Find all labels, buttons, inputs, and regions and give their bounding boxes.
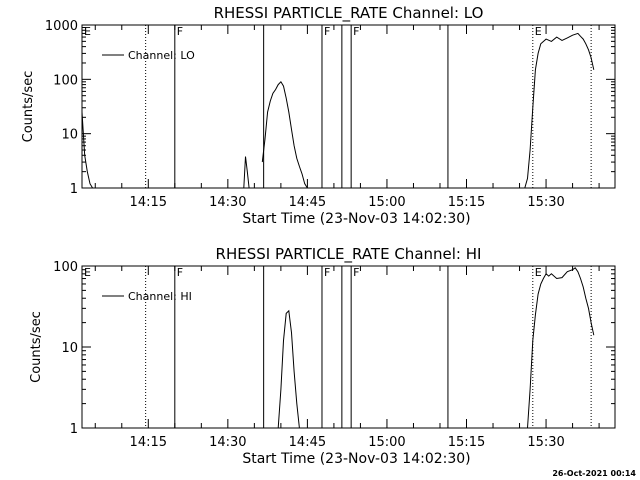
x-tick-label: 14:30 <box>209 195 246 210</box>
x-tick-label: 15:15 <box>448 195 485 210</box>
legend-entry: Channel: HI <box>128 290 192 303</box>
x-tick-label: 14:15 <box>130 435 167 450</box>
flag-label: F <box>353 266 359 279</box>
flag-label: E <box>535 25 542 38</box>
flag-label: F <box>177 266 183 279</box>
series-line <box>261 80 308 189</box>
series-line <box>524 32 595 189</box>
series-line <box>277 309 300 429</box>
x-tick-label: 14:15 <box>130 195 167 210</box>
flag-label: F <box>353 25 359 38</box>
flag-label: E <box>84 25 91 38</box>
x-tick-label: 15:30 <box>527 435 564 450</box>
flag-label: F <box>177 25 183 38</box>
flag-label: F <box>324 25 330 38</box>
y-tick-label: 1 <box>70 182 78 197</box>
series-line <box>527 267 595 429</box>
panel-lo: RHESSI PARTICLE_RATE Channel: LO 14:15 14:… <box>21 4 616 227</box>
x-axis-label: Start Time (23-Nov-03 14:02:30) <box>242 211 470 227</box>
y-axis-label: Counts/sec <box>21 71 36 143</box>
x-tick-label: 15:00 <box>368 195 405 210</box>
y-tick-label: 100 <box>53 260 78 275</box>
x-tick-label: 14:45 <box>289 435 326 450</box>
chart-title: RHESSI PARTICLE_RATE Channel: HI <box>216 245 482 264</box>
y-tick-label: 10 <box>61 341 78 356</box>
legend-entry: Channel: LO <box>128 49 195 62</box>
y-tick-label: 1000 <box>45 19 78 34</box>
panel-hi: RHESSI PARTICLE_RATE Channel: HI 14:15 14:… <box>29 245 616 467</box>
y-tick-label: 100 <box>53 73 78 88</box>
plot-frame <box>81 24 616 189</box>
y-tick-label: 10 <box>61 128 78 143</box>
timestamp-label: 26-Oct-2021 00:14 <box>552 469 636 478</box>
series-line <box>81 111 94 189</box>
x-tick-label: 15:00 <box>368 435 405 450</box>
x-axis-label: Start Time (23-Nov-03 14:02:30) <box>242 451 470 467</box>
series-line <box>243 156 250 189</box>
x-tick-label: 14:30 <box>209 435 246 450</box>
flag-label: F <box>324 266 330 279</box>
x-tick-label: 15:15 <box>448 435 485 450</box>
y-tick-label: 1 <box>70 422 78 437</box>
y-axis-label: Counts/sec <box>29 311 44 383</box>
chart-title: RHESSI PARTICLE_RATE Channel: LO <box>214 4 484 23</box>
flag-label: E <box>535 266 542 279</box>
x-tick-label: 14:45 <box>289 195 326 210</box>
x-tick-label: 15:30 <box>527 195 564 210</box>
flag-label: E <box>84 266 91 279</box>
